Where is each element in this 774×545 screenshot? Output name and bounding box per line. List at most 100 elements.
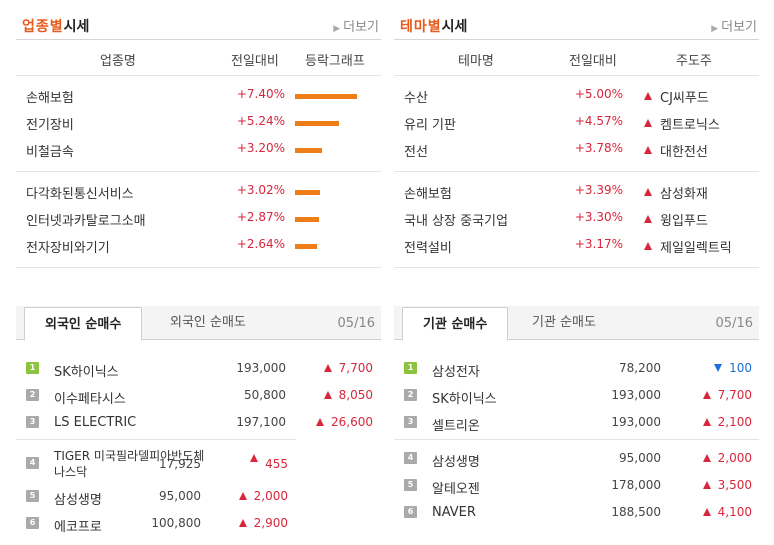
stock-name[interactable]: 알테오젠 — [432, 482, 480, 497]
sector-name[interactable]: 전자장비와기기 — [26, 241, 110, 256]
sector-row: 비철금속 +3.20% — [16, 136, 381, 163]
stock-name[interactable]: 이수페타시스 — [54, 392, 126, 407]
up-triangle-icon — [250, 454, 259, 462]
theme-name[interactable]: 국내 상장 중국기업 — [404, 214, 508, 229]
table-row: 4 TIGER 미국필라델피아반도체나스닥 17,925 455 — [16, 444, 296, 482]
col-change: 전일대비 — [231, 54, 279, 69]
sector-change: +7.40% — [236, 87, 285, 101]
col-theme-name: 테마명 — [458, 54, 494, 69]
stock-change-value: 8,050 — [338, 388, 373, 402]
theme-name[interactable]: 손해보험 — [404, 187, 452, 202]
stock-price: 188,500 — [611, 505, 661, 519]
theme-leader-stock[interactable]: 제일일렉트릭 — [660, 241, 732, 256]
foreign-tabs: 외국인 순매수 외국인 순매도 05/16 — [16, 306, 381, 341]
theme-title-accent: 테마별 — [400, 19, 442, 35]
sector-name[interactable]: 다각화된통신서비스 — [26, 187, 134, 202]
stock-change-value: 455 — [265, 457, 288, 471]
sector-name[interactable]: 인터넷과카탈로그소매 — [26, 214, 146, 229]
stock-change-value: 7,700 — [338, 361, 373, 375]
theme-name[interactable]: 수산 — [404, 91, 428, 106]
inst-row-group: 1 삼성전자 78,200 100 2 SK하이닉스 193,000 7,700 3 셀트리온 19… — [394, 350, 759, 439]
sector-change-bar — [295, 244, 317, 249]
theme-change: +3.30% — [574, 210, 623, 224]
table-row: 6 NAVER 188,500 4,100 — [394, 498, 759, 525]
tab-foreign-buy[interactable]: 외국인 순매수 — [24, 307, 143, 341]
rank-badge: 6 — [404, 506, 417, 518]
theme-change: +4.57% — [574, 114, 623, 128]
rank-badge: 2 — [404, 389, 417, 401]
foreign-date: 05/16 — [337, 316, 375, 331]
stock-change-value: 100 — [729, 361, 752, 375]
rank-badge: 4 — [26, 457, 39, 469]
theme-leader-stock[interactable]: 윙입푸드 — [660, 214, 708, 229]
stock-name[interactable]: SK하이닉스 — [54, 365, 119, 380]
stock-name[interactable]: 셀트리온 — [432, 419, 480, 434]
rank-badge: 4 — [404, 452, 417, 464]
theme-leader-stock[interactable]: CJ씨푸드 — [660, 91, 709, 106]
up-triangle-icon — [238, 519, 247, 527]
tab-inst-buy[interactable]: 기관 순매수 — [402, 307, 509, 341]
stock-name[interactable]: SK하이닉스 — [432, 392, 497, 407]
tab-foreign-sell[interactable]: 외국인 순매도 — [170, 315, 246, 330]
stock-name[interactable]: LS ELECTRIC — [54, 415, 137, 430]
up-triangle-icon — [323, 364, 332, 372]
stock-change-value: 2,100 — [717, 415, 752, 429]
sector-name[interactable]: 손해보험 — [26, 91, 74, 106]
theme-leader-stock[interactable]: 켐트로닉스 — [660, 118, 720, 133]
stock-name[interactable]: 삼성전자 — [432, 365, 480, 380]
table-row: 1 삼성전자 78,200 100 — [394, 354, 759, 381]
theme-more-label: 더보기 — [721, 20, 757, 35]
table-row: 5 삼성생명 95,000 2,000 — [16, 482, 296, 509]
up-triangle-icon — [644, 92, 652, 100]
table-row: 2 SK하이닉스 193,000 7,700 — [394, 381, 759, 408]
rank-badge: 3 — [404, 416, 417, 428]
theme-name[interactable]: 전력설비 — [404, 241, 452, 256]
stock-name[interactable]: 삼성생명 — [54, 493, 102, 508]
stock-change-value: 26,600 — [331, 415, 373, 429]
up-triangle-icon — [644, 146, 652, 154]
tab-inst-sell[interactable]: 기관 순매도 — [532, 315, 596, 330]
table-row: 4 삼성생명 95,000 2,000 — [394, 444, 759, 471]
theme-title: 테마별시세 — [400, 16, 467, 36]
theme-change: +3.78% — [574, 141, 623, 155]
stock-name[interactable]: TIGER 미국필라델피아반도체나스닥 — [54, 449, 205, 479]
sector-title-rest: 시세 — [63, 19, 90, 35]
up-triangle-icon — [644, 242, 652, 250]
theme-name[interactable]: 유리 기판 — [404, 118, 456, 133]
theme-change: +5.00% — [574, 87, 623, 101]
stock-name[interactable]: 에코프로 — [54, 520, 102, 535]
institution-panel: 기관 순매수 기관 순매도 05/16 1 삼성전자 78,200 100 2 SK하이닉… — [394, 306, 759, 529]
sector-row-group: 다각화된통신서비스 +3.02% 인터넷과카탈로그소매 +2.87% 전자장비와기기 +2… — [16, 172, 381, 268]
stock-name[interactable]: 삼성생명 — [432, 455, 480, 470]
foreign-row-group: 1 SK하이닉스 193,000 7,700 2 이수페타시스 50,800 8,050 3 LS… — [16, 350, 381, 439]
rank-badge: 3 — [26, 416, 39, 428]
sector-row: 다각화된통신서비스 +3.02% — [16, 178, 381, 205]
stock-price: 17,925 — [159, 457, 201, 471]
sector-more-link[interactable]: ▶ 더보기 — [333, 16, 379, 35]
theme-leader-stock[interactable]: 대한전선 — [660, 145, 708, 160]
sector-change-bar — [295, 190, 320, 195]
theme-name[interactable]: 전선 — [404, 145, 428, 160]
theme-title-rest: 시세 — [441, 19, 468, 35]
stock-price: 100,800 — [151, 516, 201, 530]
theme-column-header: 테마명 전일대비 주도주 — [394, 40, 759, 76]
rank-badge: 5 — [26, 490, 39, 502]
stock-price: 193,000 — [611, 415, 661, 429]
sector-change: +3.20% — [236, 141, 285, 155]
sector-name[interactable]: 전기장비 — [26, 118, 74, 133]
sector-change-bar — [295, 94, 357, 99]
sector-row: 전자장비와기기 +2.64% — [16, 232, 381, 259]
sector-change: +2.87% — [236, 210, 285, 224]
stock-price: 95,000 — [619, 451, 661, 465]
theme-leader-stock[interactable]: 삼성화재 — [660, 187, 708, 202]
sector-name[interactable]: 비철금속 — [26, 145, 74, 160]
up-triangle-icon — [702, 454, 711, 462]
theme-more-link[interactable]: ▶ 더보기 — [711, 16, 757, 35]
stock-name[interactable]: NAVER — [432, 505, 476, 520]
up-triangle-icon — [702, 508, 711, 516]
table-row: 3 LS ELECTRIC 197,100 26,600 — [16, 408, 381, 435]
theme-row: 국내 상장 중국기업 +3.30% 윙입푸드 — [394, 205, 759, 232]
rank-badge: 6 — [26, 517, 39, 529]
